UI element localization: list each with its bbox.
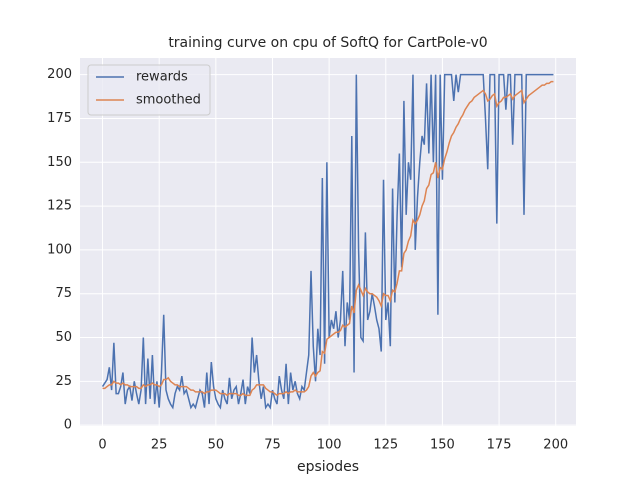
y-tick-label: 150 <box>47 155 72 170</box>
x-tick-label: 175 <box>487 438 512 453</box>
lines <box>101 73 554 410</box>
legend: rewards smoothed <box>87 64 211 116</box>
legend-label: rewards <box>136 70 188 85</box>
x-tick-label: 0 <box>98 438 106 453</box>
y-tick-label: 175 <box>47 111 72 126</box>
x-tick-label: 100 <box>317 438 342 453</box>
chart-title: training curve on cpu of SoftQ for CartP… <box>168 35 487 51</box>
y-tick-label: 125 <box>47 199 72 214</box>
series-line <box>102 80 554 397</box>
y-tick-label: 0 <box>64 418 72 433</box>
x-tick-label: 50 <box>208 438 225 453</box>
y-tick-label: 50 <box>55 330 72 345</box>
x-tick-label: 150 <box>430 438 455 453</box>
x-tick-label: 125 <box>373 438 398 453</box>
y-tick-label: 200 <box>47 67 72 82</box>
y-tick-label: 25 <box>55 374 72 389</box>
x-tick-label: 25 <box>151 438 168 453</box>
y-tick-label: 100 <box>47 242 72 257</box>
x-tick-label: 75 <box>264 438 281 453</box>
x-tick-label: 200 <box>543 438 568 453</box>
x-axis-label: epsiodes <box>297 459 359 475</box>
legend-label: smoothed <box>136 93 201 108</box>
y-tick-label: 75 <box>55 286 72 301</box>
series-line <box>101 73 554 410</box>
